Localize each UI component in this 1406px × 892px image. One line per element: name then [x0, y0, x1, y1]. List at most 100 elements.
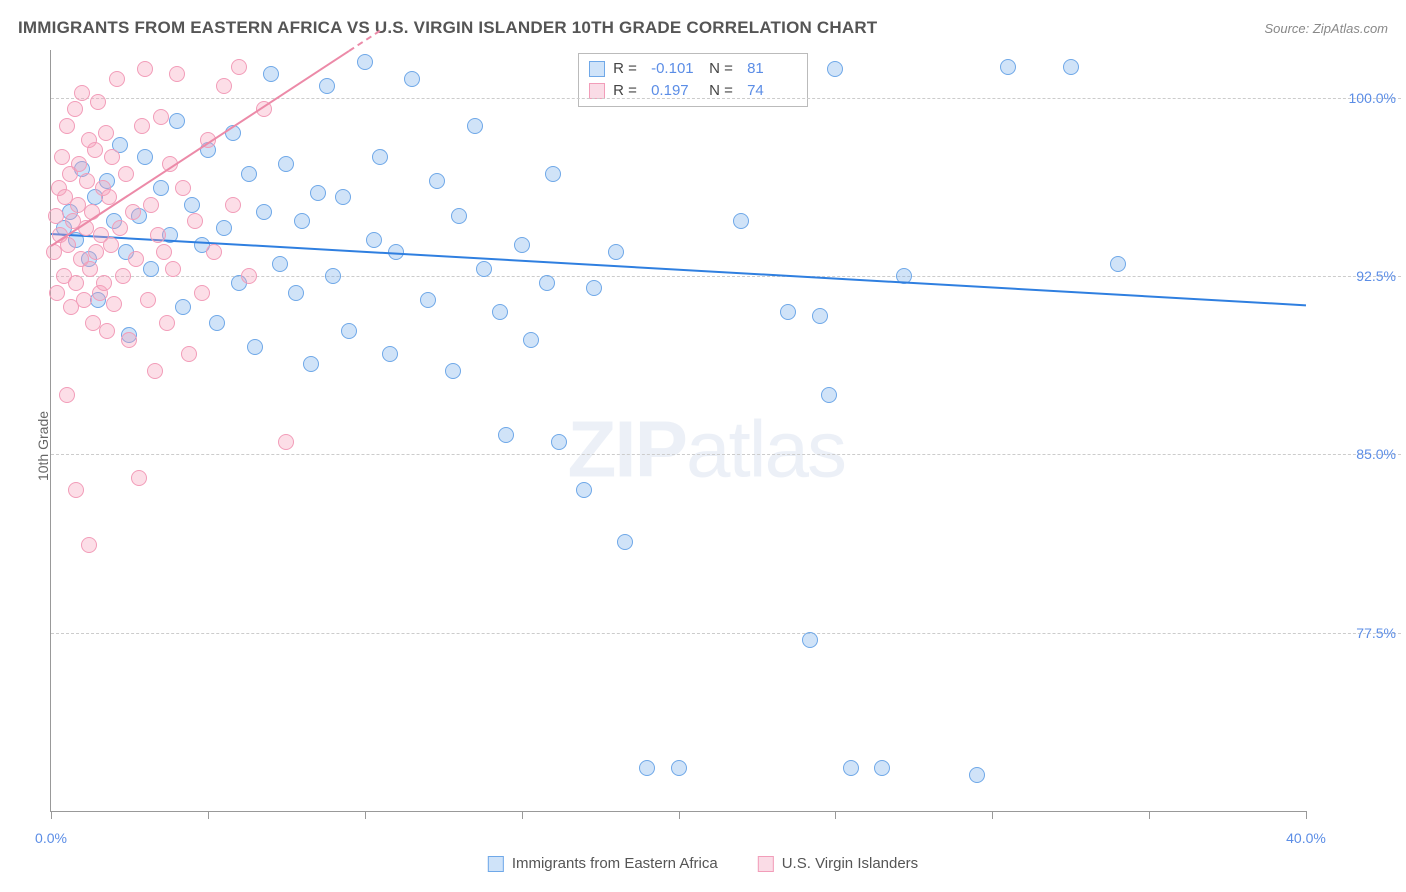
watermark-rest: atlas: [686, 404, 845, 493]
scatter-point: [608, 244, 624, 260]
x-tick: [365, 811, 366, 819]
scatter-point: [429, 173, 445, 189]
scatter-point: [115, 268, 131, 284]
x-tick: [992, 811, 993, 819]
r-label: R =: [613, 80, 643, 102]
scatter-point: [216, 78, 232, 94]
scatter-point: [319, 78, 335, 94]
y-tick-label: 100.0%: [1349, 90, 1396, 106]
scatter-point: [90, 94, 106, 110]
scatter-point: [67, 101, 83, 117]
scatter-point: [843, 760, 859, 776]
scatter-point: [821, 387, 837, 403]
scatter-point: [121, 332, 137, 348]
y-axis-label: 10th Grade: [35, 411, 51, 481]
scatter-point: [48, 208, 64, 224]
scatter-point: [134, 118, 150, 134]
x-tick: [208, 811, 209, 819]
scatter-point: [206, 244, 222, 260]
scatter-point: [81, 537, 97, 553]
scatter-point: [420, 292, 436, 308]
scatter-point: [165, 261, 181, 277]
scatter-point: [1063, 59, 1079, 75]
plot-area: ZIPatlas R = -0.101 N = 81 R = 0.197 N =…: [50, 50, 1306, 812]
scatter-point: [156, 244, 172, 260]
chart-container: IMMIGRANTS FROM EASTERN AFRICA VS U.S. V…: [0, 0, 1406, 892]
n-label: N =: [709, 80, 739, 102]
scatter-point: [335, 189, 351, 205]
scatter-point: [209, 315, 225, 331]
scatter-point: [576, 482, 592, 498]
scatter-point: [118, 166, 134, 182]
scatter-point: [225, 197, 241, 213]
x-tick: [1306, 811, 1307, 819]
legend-swatch-1: [758, 856, 774, 872]
scatter-point: [812, 308, 828, 324]
scatter-point: [451, 208, 467, 224]
scatter-point: [467, 118, 483, 134]
scatter-point: [159, 315, 175, 331]
scatter-point: [382, 346, 398, 362]
scatter-point: [99, 323, 115, 339]
source-label: Source: ZipAtlas.com: [1264, 21, 1388, 36]
y-tick-label: 85.0%: [1356, 446, 1396, 462]
title-bar: IMMIGRANTS FROM EASTERN AFRICA VS U.S. V…: [18, 18, 1388, 38]
scatter-point: [104, 149, 120, 165]
scatter-point: [112, 220, 128, 236]
scatter-point: [969, 767, 985, 783]
scatter-point: [586, 280, 602, 296]
scatter-point: [539, 275, 555, 291]
scatter-point: [137, 61, 153, 77]
r-label: R =: [613, 58, 643, 80]
r-value-series-1: 0.197: [651, 80, 701, 102]
scatter-point: [143, 197, 159, 213]
scatter-point: [147, 363, 163, 379]
scatter-point: [106, 296, 122, 312]
x-tick: [51, 811, 52, 819]
scatter-point: [87, 142, 103, 158]
scatter-point: [492, 304, 508, 320]
legend-item-0: Immigrants from Eastern Africa: [488, 855, 718, 872]
x-tick: [1149, 811, 1150, 819]
scatter-point: [128, 251, 144, 267]
scatter-point: [175, 299, 191, 315]
scatter-point: [103, 237, 119, 253]
scatter-point: [49, 285, 65, 301]
scatter-point: [404, 71, 420, 87]
scatter-point: [256, 204, 272, 220]
scatter-point: [71, 156, 87, 172]
scatter-point: [184, 197, 200, 213]
scatter-point: [827, 61, 843, 77]
scatter-point: [175, 180, 191, 196]
scatter-point: [341, 323, 357, 339]
scatter-point: [143, 261, 159, 277]
scatter-point: [181, 346, 197, 362]
scatter-point: [278, 156, 294, 172]
gridline: [51, 454, 1401, 455]
n-value-series-0: 81: [747, 58, 797, 80]
chart-title: IMMIGRANTS FROM EASTERN AFRICA VS U.S. V…: [18, 18, 877, 38]
x-tick-label: 0.0%: [35, 830, 67, 846]
stats-box: R = -0.101 N = 81 R = 0.197 N = 74: [578, 53, 808, 107]
scatter-point: [294, 213, 310, 229]
scatter-point: [498, 427, 514, 443]
scatter-point: [137, 149, 153, 165]
gridline: [51, 98, 1401, 99]
scatter-point: [476, 261, 492, 277]
watermark-bold: ZIP: [568, 404, 686, 493]
gridline: [51, 633, 1401, 634]
scatter-point: [310, 185, 326, 201]
scatter-point: [372, 149, 388, 165]
x-tick: [679, 811, 680, 819]
stats-row-series-0: R = -0.101 N = 81: [589, 58, 797, 80]
scatter-point: [1000, 59, 1016, 75]
n-label: N =: [709, 58, 739, 80]
scatter-point: [153, 180, 169, 196]
scatter-point: [272, 256, 288, 272]
legend-label-1: U.S. Virgin Islanders: [782, 855, 918, 872]
scatter-point: [514, 237, 530, 253]
scatter-point: [780, 304, 796, 320]
r-value-series-0: -0.101: [651, 58, 701, 80]
scatter-point: [241, 268, 257, 284]
scatter-point: [1110, 256, 1126, 272]
